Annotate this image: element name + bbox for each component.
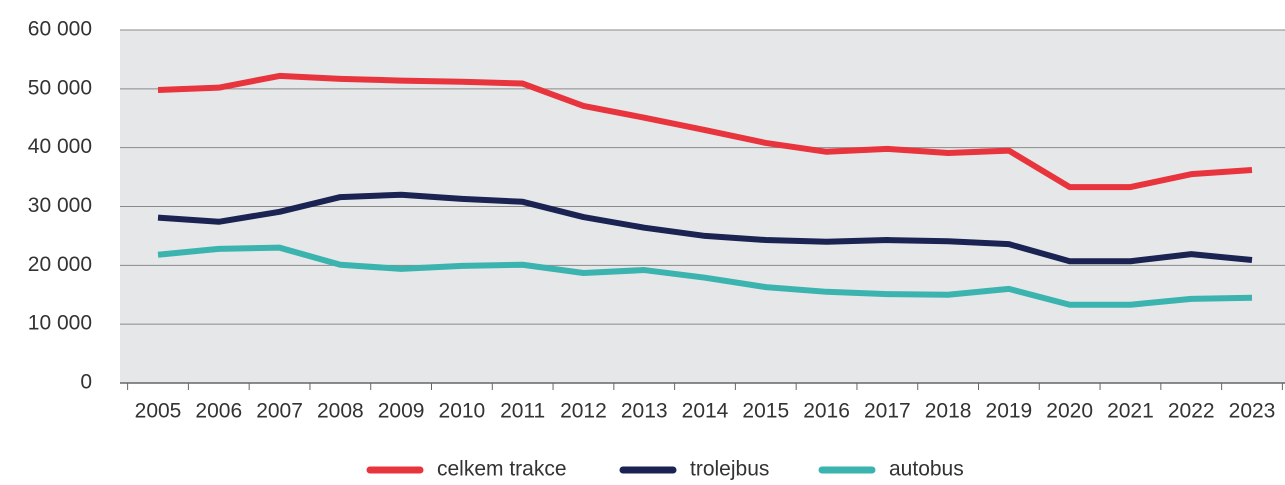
x-tick-label: 2017 [864, 400, 911, 423]
x-tick-label: 2012 [560, 400, 607, 423]
x-tick-label: 2018 [925, 400, 972, 423]
line-series [157, 244, 1253, 308]
x-tick-label: 2013 [621, 400, 668, 423]
x-tick-label: 2022 [1168, 400, 1215, 423]
y-tick-label: 0 [80, 371, 92, 394]
x-tick-label: 2015 [742, 400, 789, 423]
x-tick-label: 2021 [1107, 400, 1154, 423]
line-series [157, 72, 1253, 191]
x-tick-label: 2020 [1046, 400, 1093, 423]
x-tick-label: 2006 [195, 400, 242, 423]
y-tick-label: 50 000 [28, 76, 92, 99]
x-tick-label: 2023 [1229, 400, 1276, 423]
y-tick-label: 20 000 [28, 253, 92, 276]
x-tick-label: 2008 [317, 400, 364, 423]
x-tick-label: 2014 [682, 400, 729, 423]
x-tick-label: 2010 [439, 400, 486, 423]
x-tick-label: 2009 [378, 400, 425, 423]
x-tick-label: 2011 [500, 400, 545, 423]
x-tick-label: 2005 [135, 400, 182, 423]
y-tick-label: 10 000 [28, 312, 92, 335]
x-tick-label: 2007 [256, 400, 303, 423]
legend-label: celkem trakce [437, 458, 567, 481]
y-tick-label: 60 000 [28, 18, 92, 41]
y-tick-label: 30 000 [28, 194, 92, 217]
x-tick-label: 2019 [986, 400, 1033, 423]
y-tick-label: 40 000 [28, 135, 92, 158]
line-series [157, 191, 1253, 265]
legend-label: trolejbus [690, 458, 769, 481]
x-tick-label: 2016 [803, 400, 850, 423]
legend-label: autobus [889, 458, 964, 481]
